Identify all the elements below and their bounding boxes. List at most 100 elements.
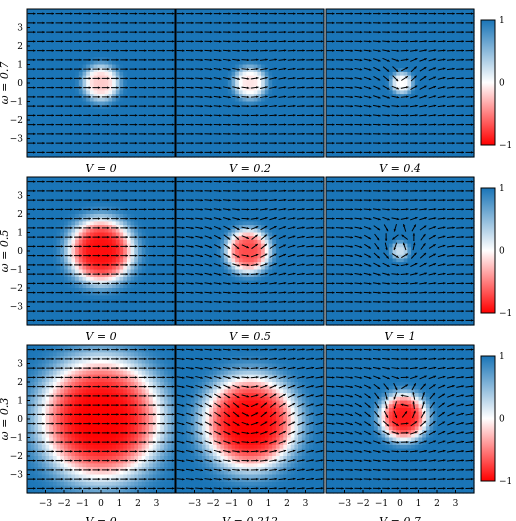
heat-cell bbox=[403, 83, 408, 88]
heat-cell bbox=[422, 64, 427, 69]
heat-cell bbox=[171, 153, 176, 158]
heat-cell bbox=[201, 142, 207, 147]
heat-cell bbox=[82, 86, 87, 91]
heat-cell bbox=[418, 64, 423, 69]
heat-cell bbox=[337, 97, 342, 103]
heat-cell bbox=[41, 9, 47, 14]
heat-cell bbox=[320, 131, 325, 136]
heat-cell bbox=[422, 86, 427, 91]
heat-cell bbox=[104, 75, 109, 80]
heat-cell bbox=[112, 123, 117, 128]
heat-cell bbox=[216, 34, 221, 40]
heat-cell bbox=[89, 153, 95, 158]
vector-arrow bbox=[259, 114, 268, 117]
heat-cell bbox=[60, 75, 65, 80]
heat-cell bbox=[396, 68, 401, 73]
heat-cell bbox=[97, 34, 102, 40]
heat-cell bbox=[235, 34, 240, 40]
heat-cell bbox=[67, 34, 72, 40]
vector-arrow bbox=[55, 77, 64, 80]
heat-cell bbox=[160, 71, 165, 77]
heat-cell bbox=[205, 46, 210, 51]
vector-arrow bbox=[296, 114, 305, 117]
heat-cell bbox=[287, 64, 292, 69]
heat-cell bbox=[224, 34, 229, 40]
heat-cell bbox=[216, 60, 221, 66]
heat-cell bbox=[78, 57, 84, 62]
vector-arrow bbox=[36, 132, 45, 136]
vector-arrow bbox=[120, 12, 129, 15]
heat-cell bbox=[231, 142, 236, 147]
heat-cell bbox=[340, 134, 346, 140]
heat-cell bbox=[374, 68, 379, 73]
heat-cell bbox=[27, 49, 32, 54]
heat-cell bbox=[250, 16, 255, 21]
heat-cell bbox=[320, 134, 325, 140]
heat-cell bbox=[440, 38, 445, 43]
heat-cell bbox=[407, 123, 412, 128]
heat-cell bbox=[309, 105, 314, 110]
heat-cell bbox=[425, 112, 431, 117]
heat-cell bbox=[78, 60, 84, 66]
heat-cell bbox=[429, 68, 434, 73]
heat-cell bbox=[227, 145, 233, 151]
heat-cell bbox=[425, 94, 431, 99]
heat-cell bbox=[82, 94, 87, 99]
heat-cell bbox=[156, 138, 161, 143]
heat-cell bbox=[425, 101, 431, 106]
heat-cell bbox=[429, 60, 434, 66]
heat-cell bbox=[246, 38, 251, 43]
heat-cell bbox=[320, 112, 325, 117]
heat-cell bbox=[344, 60, 349, 66]
heat-cell bbox=[388, 42, 394, 47]
heat-cell bbox=[224, 112, 229, 117]
heat-cell bbox=[235, 153, 240, 158]
heat-cell bbox=[363, 131, 368, 136]
heat-cell bbox=[130, 27, 135, 32]
heat-cell bbox=[86, 123, 91, 128]
heat-cell bbox=[340, 101, 346, 106]
heat-cell bbox=[366, 131, 371, 136]
heat-cell bbox=[337, 138, 342, 143]
heat-cell bbox=[71, 34, 76, 40]
heat-cell bbox=[89, 134, 95, 140]
heat-cell bbox=[433, 105, 438, 110]
vector-arrow bbox=[64, 114, 73, 117]
heat-cell bbox=[287, 131, 292, 136]
heat-cell bbox=[320, 145, 325, 151]
heat-cell bbox=[440, 60, 445, 66]
heat-cell bbox=[190, 116, 196, 121]
heat-cell bbox=[187, 153, 192, 158]
heat-cell bbox=[187, 112, 192, 117]
heat-cell bbox=[149, 153, 154, 158]
heat-cell bbox=[71, 64, 76, 69]
heat-cell bbox=[253, 46, 258, 51]
heat-cell bbox=[220, 149, 225, 154]
vector-arrow bbox=[259, 21, 268, 25]
heat-cell bbox=[344, 149, 349, 154]
heat-cell bbox=[275, 142, 281, 147]
heat-cell bbox=[86, 145, 91, 151]
heat-cell bbox=[422, 120, 427, 125]
heat-cell bbox=[160, 116, 165, 121]
heat-cell bbox=[366, 101, 371, 106]
heat-cell bbox=[301, 64, 307, 69]
heat-cell bbox=[385, 60, 390, 66]
heat-cell bbox=[374, 60, 379, 66]
heat-cell bbox=[374, 138, 379, 143]
heat-cell bbox=[67, 138, 72, 143]
heat-cell bbox=[242, 42, 247, 47]
heat-cell bbox=[344, 34, 349, 40]
heat-cell bbox=[298, 38, 303, 43]
heat-cell bbox=[279, 46, 284, 51]
vector-arrow bbox=[204, 68, 213, 71]
heat-cell bbox=[220, 97, 225, 103]
heat-cell bbox=[104, 53, 109, 58]
heat-cell bbox=[119, 53, 124, 58]
heat-cell bbox=[337, 49, 342, 54]
heat-cell bbox=[257, 9, 262, 14]
vector-arrow bbox=[147, 12, 156, 15]
heat-cell bbox=[344, 9, 349, 14]
vector-arrow bbox=[176, 114, 185, 117]
heat-cell bbox=[27, 112, 32, 117]
